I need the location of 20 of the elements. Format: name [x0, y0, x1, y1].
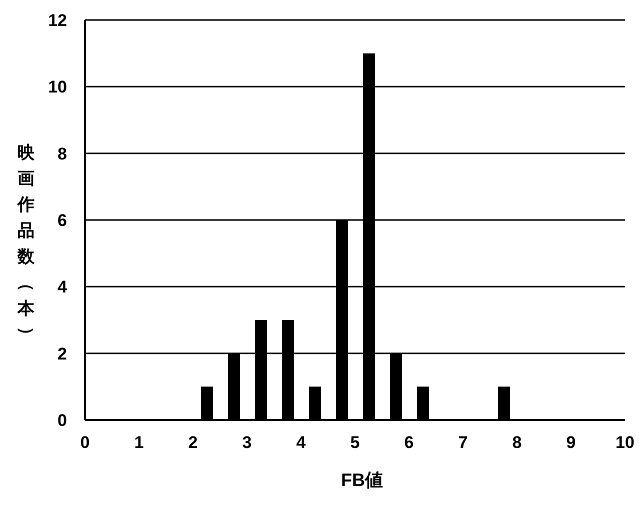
x-tick-label: 8	[512, 433, 522, 452]
x-axis-title: FB値	[340, 469, 384, 492]
x-tick-label: 9	[566, 433, 576, 452]
y-tick-label: 2	[58, 344, 67, 364]
y-axis-title: 映画作品数（本）	[16, 142, 37, 346]
y-tick-label: 10	[48, 78, 67, 97]
y-tick-label: 4	[58, 278, 68, 297]
x-tick-label: 5	[350, 433, 360, 452]
x-tick-label: 3	[242, 433, 252, 452]
x-tick-label: 0	[80, 433, 90, 452]
y-tick-label: 8	[58, 144, 67, 164]
x-tick-label: 1	[134, 433, 144, 452]
y-tick-label: 6	[58, 211, 67, 230]
x-tick-label: 7	[458, 433, 468, 452]
y-tick-label: 0	[58, 411, 67, 430]
y-tick-label: 12	[48, 11, 67, 30]
x-tick-label: 2	[188, 433, 198, 452]
x-tick-label: 4	[296, 433, 306, 452]
x-tick-label: 6	[404, 433, 414, 452]
x-tick-label: 10	[616, 433, 634, 452]
